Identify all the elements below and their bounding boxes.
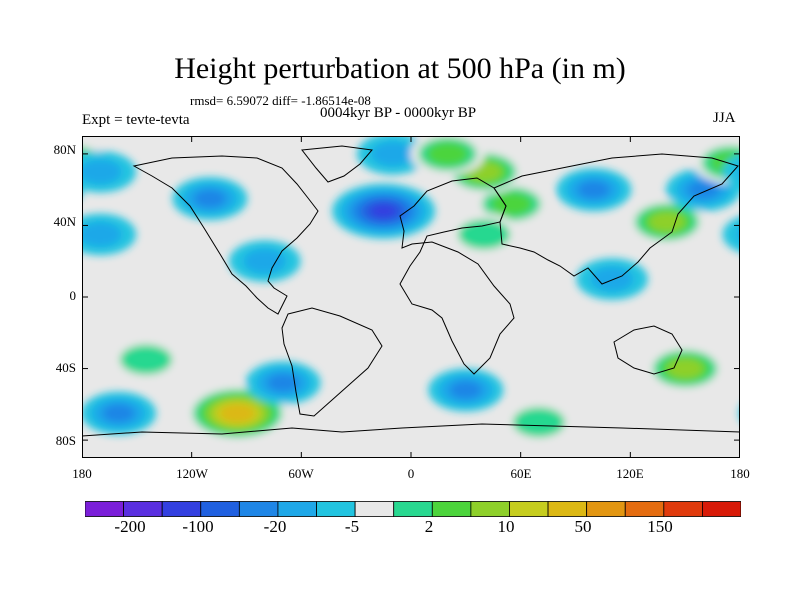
field-contour — [267, 373, 300, 393]
colorbar-box — [509, 501, 549, 517]
colorbar-box — [624, 501, 665, 517]
north-america-coast — [132, 155, 319, 315]
colorbar-label-minus20: -20 — [263, 517, 287, 536]
colorbar-box — [586, 501, 626, 517]
field-contour — [193, 189, 226, 208]
y-tick-label-80s: 80S — [55, 433, 76, 448]
field-contour — [243, 248, 287, 274]
field-blob — [410, 136, 486, 176]
field-contour — [82, 222, 122, 247]
stats-label: rmsd= 6.59072 diff= -1.86514e-08 — [190, 93, 371, 108]
field-blob — [82, 151, 740, 193]
map-panel — [82, 136, 740, 458]
antarctica-coast — [82, 423, 740, 437]
field-contour — [227, 407, 248, 419]
field-contour — [577, 180, 610, 199]
australia-coast — [613, 325, 683, 375]
colorbar-box — [393, 501, 433, 517]
period-label: 0004kyr BP - 0000kyr BP — [320, 105, 477, 121]
colorbar-box — [200, 501, 240, 517]
field-blob — [556, 168, 632, 212]
europe-africa-coast — [399, 177, 515, 375]
field-blob — [229, 240, 301, 282]
colorbar-box — [354, 501, 395, 517]
colorbar-box — [702, 501, 741, 517]
field-contour — [473, 165, 495, 178]
season-label: JJA — [713, 110, 736, 126]
map-background — [82, 136, 740, 458]
field-blob — [172, 177, 248, 221]
x-tick-label-60e: 60E — [510, 466, 532, 481]
colorbar-label-2: 2 — [424, 517, 434, 536]
field-contour — [687, 180, 720, 199]
field-blob — [502, 401, 576, 444]
field-blob — [627, 199, 707, 245]
field-contour — [656, 215, 678, 228]
field-contour — [674, 362, 696, 375]
field-blob — [447, 213, 521, 256]
colorbar-label-minus5: -5 — [344, 517, 360, 536]
field-contour — [449, 380, 482, 400]
field-blob — [82, 213, 740, 256]
x-tick-label-60w: 60W — [288, 466, 314, 481]
x-tick-label-180e: 180 — [730, 466, 750, 481]
figure-title: Height perturbation at 500 hPa (in m) — [174, 52, 626, 85]
colorbar-box — [161, 501, 202, 517]
map-ticks — [82, 136, 740, 458]
y-tick-label-40s: 40S — [55, 360, 76, 375]
colorbar-box — [85, 501, 124, 517]
colorbar-box — [663, 501, 703, 517]
field-contour — [102, 404, 135, 423]
field-blob — [645, 346, 725, 391]
colorbar-box — [316, 501, 356, 517]
x-tick-label-120e: 120E — [616, 466, 644, 481]
field-contour — [468, 225, 500, 244]
colorbar-label-150: 150 — [647, 517, 673, 536]
y-tick-label-80n: 80N — [53, 142, 76, 157]
field-contour — [82, 159, 122, 185]
colorbar-box — [277, 501, 317, 517]
field-blob — [576, 258, 648, 300]
field-blob — [356, 136, 429, 175]
experiment-label: Expt = tevte-tevta — [82, 112, 190, 128]
colorbar-box — [238, 501, 279, 517]
x-tick-label-120w: 120W — [176, 466, 208, 481]
coastlines — [82, 145, 740, 437]
y-tick-label-40n: 40N — [53, 214, 76, 229]
field-blob — [245, 361, 321, 405]
colorbar-label-10: 10 — [497, 517, 515, 536]
x-tick-label-0: 0 — [407, 466, 415, 481]
field-contour — [130, 350, 162, 369]
field-contour — [499, 196, 524, 212]
colorbar-label-minus100: -100 — [182, 517, 214, 536]
field-contour — [369, 203, 398, 219]
asia-coast — [493, 153, 739, 285]
colorbar-label-minus200: -200 — [114, 517, 146, 536]
y-tick-label-0: 0 — [69, 288, 77, 303]
colorbar — [85, 501, 741, 517]
field-blob — [82, 391, 740, 435]
colorbar-box — [547, 501, 588, 517]
colorbar-box — [470, 501, 510, 517]
greenland-coast — [301, 145, 373, 183]
field-blob — [428, 368, 504, 412]
field-contour — [435, 146, 461, 162]
height-field — [82, 136, 740, 444]
colorbar-box — [123, 501, 163, 517]
field-blob — [109, 338, 183, 381]
field-blob — [444, 149, 524, 195]
colorbar-box — [431, 501, 472, 517]
colorbar-label-50: 50 — [574, 517, 592, 536]
field-contour — [371, 141, 415, 167]
south-america-coast — [281, 307, 383, 417]
field-blob — [332, 183, 436, 239]
x-tick-label-180w: 180 — [72, 466, 92, 481]
field-contour — [523, 413, 555, 432]
field-contour — [590, 266, 634, 292]
